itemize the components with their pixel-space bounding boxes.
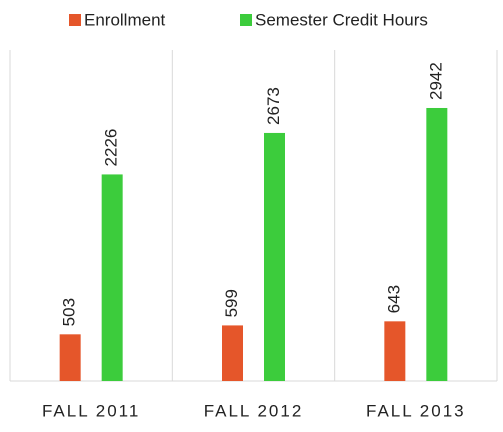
bar <box>426 107 448 382</box>
data-label: 2942 <box>426 62 445 100</box>
x-tick-label: FALL 2013 <box>366 401 466 420</box>
bar <box>101 174 123 381</box>
legend-swatch <box>69 14 81 26</box>
data-label: 2226 <box>102 129 121 167</box>
data-label: 2673 <box>264 87 283 125</box>
data-label: 643 <box>384 285 403 313</box>
legend-label: Enrollment <box>84 10 166 29</box>
legend-swatch <box>240 14 252 26</box>
data-label: 503 <box>60 298 79 326</box>
legend-label: Semester Credit Hours <box>255 10 428 29</box>
data-label: 599 <box>222 289 241 317</box>
x-tick-label: FALL 2011 <box>42 401 140 420</box>
bar <box>222 325 243 381</box>
bar <box>264 132 285 381</box>
bar <box>384 321 406 381</box>
x-tick-label: FALL 2012 <box>204 401 304 420</box>
bar <box>59 334 81 381</box>
